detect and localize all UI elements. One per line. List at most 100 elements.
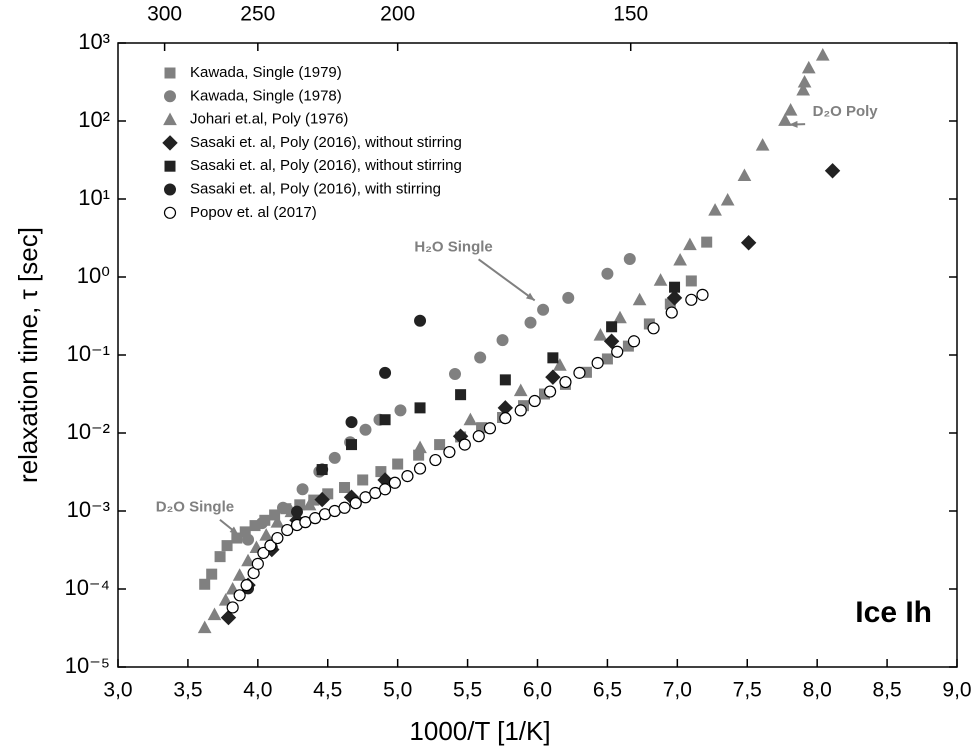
data-point [214,551,226,563]
x2-tick-label: 300 [147,3,182,26]
data-point [653,273,668,286]
data-point [302,497,317,511]
data-point [496,334,509,347]
data-point [199,578,211,590]
legend-marker [164,183,176,196]
data-point [601,267,614,280]
data-point [458,438,471,451]
data-point [429,453,442,467]
y-tick-label: 10⁻¹ [67,341,110,366]
data-point [547,352,559,364]
data-point [613,310,627,324]
data-point [269,509,281,521]
data-point [339,482,351,494]
data-point [413,440,427,454]
legend-label: Kawada, Single (1978) [190,87,342,104]
data-point [463,412,478,426]
data-point [673,252,687,266]
y-tick-label: 10⁻³ [67,497,110,522]
x-tick-label: 5,5 [453,679,482,702]
data-point [257,546,270,560]
data-point [388,476,401,489]
data-point [226,601,239,614]
data-point [701,236,713,248]
x-tick-label: 3,0 [103,679,132,702]
data-point [627,335,641,348]
data-point [414,402,426,414]
data-point [665,306,678,319]
data-point [349,497,362,510]
data-point [499,374,511,386]
data-point [233,589,246,602]
legend-label: Johari et.al, Poly (1976) [190,111,348,128]
x-tick-label: 4,0 [243,679,272,702]
data-point [401,470,414,483]
x-tick-label: 9,0 [942,679,971,702]
data-point [778,113,792,126]
data-point [379,414,391,426]
legend-marker [164,90,176,103]
y-axis-label: relaxation time, τ [sec] [13,227,43,483]
data-point [379,366,392,379]
legend-label: Sasaki et. al, Poly (2016), without stir… [190,134,462,151]
legend-label: Sasaki et. al, Poly (2016), with stirrin… [190,180,441,197]
data-point [378,483,392,496]
data-point [824,163,841,179]
data-point [443,445,456,459]
data-point [281,523,294,537]
data-point [696,288,709,301]
data-point [474,351,487,364]
data-point [796,82,811,96]
data-point [499,412,512,425]
data-point [345,416,358,429]
data-point [524,316,537,329]
x-tick-label: 6,5 [593,679,622,702]
data-point [543,385,557,398]
data-point [647,322,660,335]
data-point [611,345,624,358]
y-tick-label: 10¹ [78,185,110,210]
data-point [338,501,351,514]
data-point [606,321,618,333]
annotation: D₂O Poly [813,103,879,120]
data-point [259,528,274,541]
data-point [783,103,798,116]
x-tick-label: 4,5 [313,679,342,702]
data-point [392,458,404,470]
data-point [573,366,586,379]
legend-label: Popov et. al (2017) [190,204,317,221]
x-tick-label: 7,0 [663,679,692,702]
data-point [601,353,613,365]
x-tick-label: 8,5 [872,679,901,702]
data-point [240,579,253,592]
y-tick-label: 10⁻⁴ [64,575,110,600]
y-tick-label: 10³ [78,29,110,54]
data-point [394,404,407,417]
legend-marker [163,112,177,126]
arrow-head [789,120,798,128]
data-point [666,290,683,306]
arrow-head [525,292,535,301]
y-tick-label: 10² [78,107,110,132]
data-point [801,60,816,74]
data-point [591,356,604,370]
data-point [545,369,561,385]
x-tick-label: 7,5 [733,679,762,702]
data-point [448,368,461,381]
data-point [455,389,467,401]
legend-marker [164,160,176,172]
annotation-arrow [478,258,536,302]
data-point [472,430,485,443]
data-point [685,293,698,306]
data-point [328,451,341,464]
x-tick-label: 6,0 [523,679,552,702]
x2-tick-label: 150 [613,3,648,26]
data-point [357,474,369,486]
data-point [434,439,446,451]
data-point [720,192,735,206]
data-point [290,505,303,518]
data-point [513,383,528,397]
legend-marker [164,67,176,79]
data-point [797,74,812,88]
